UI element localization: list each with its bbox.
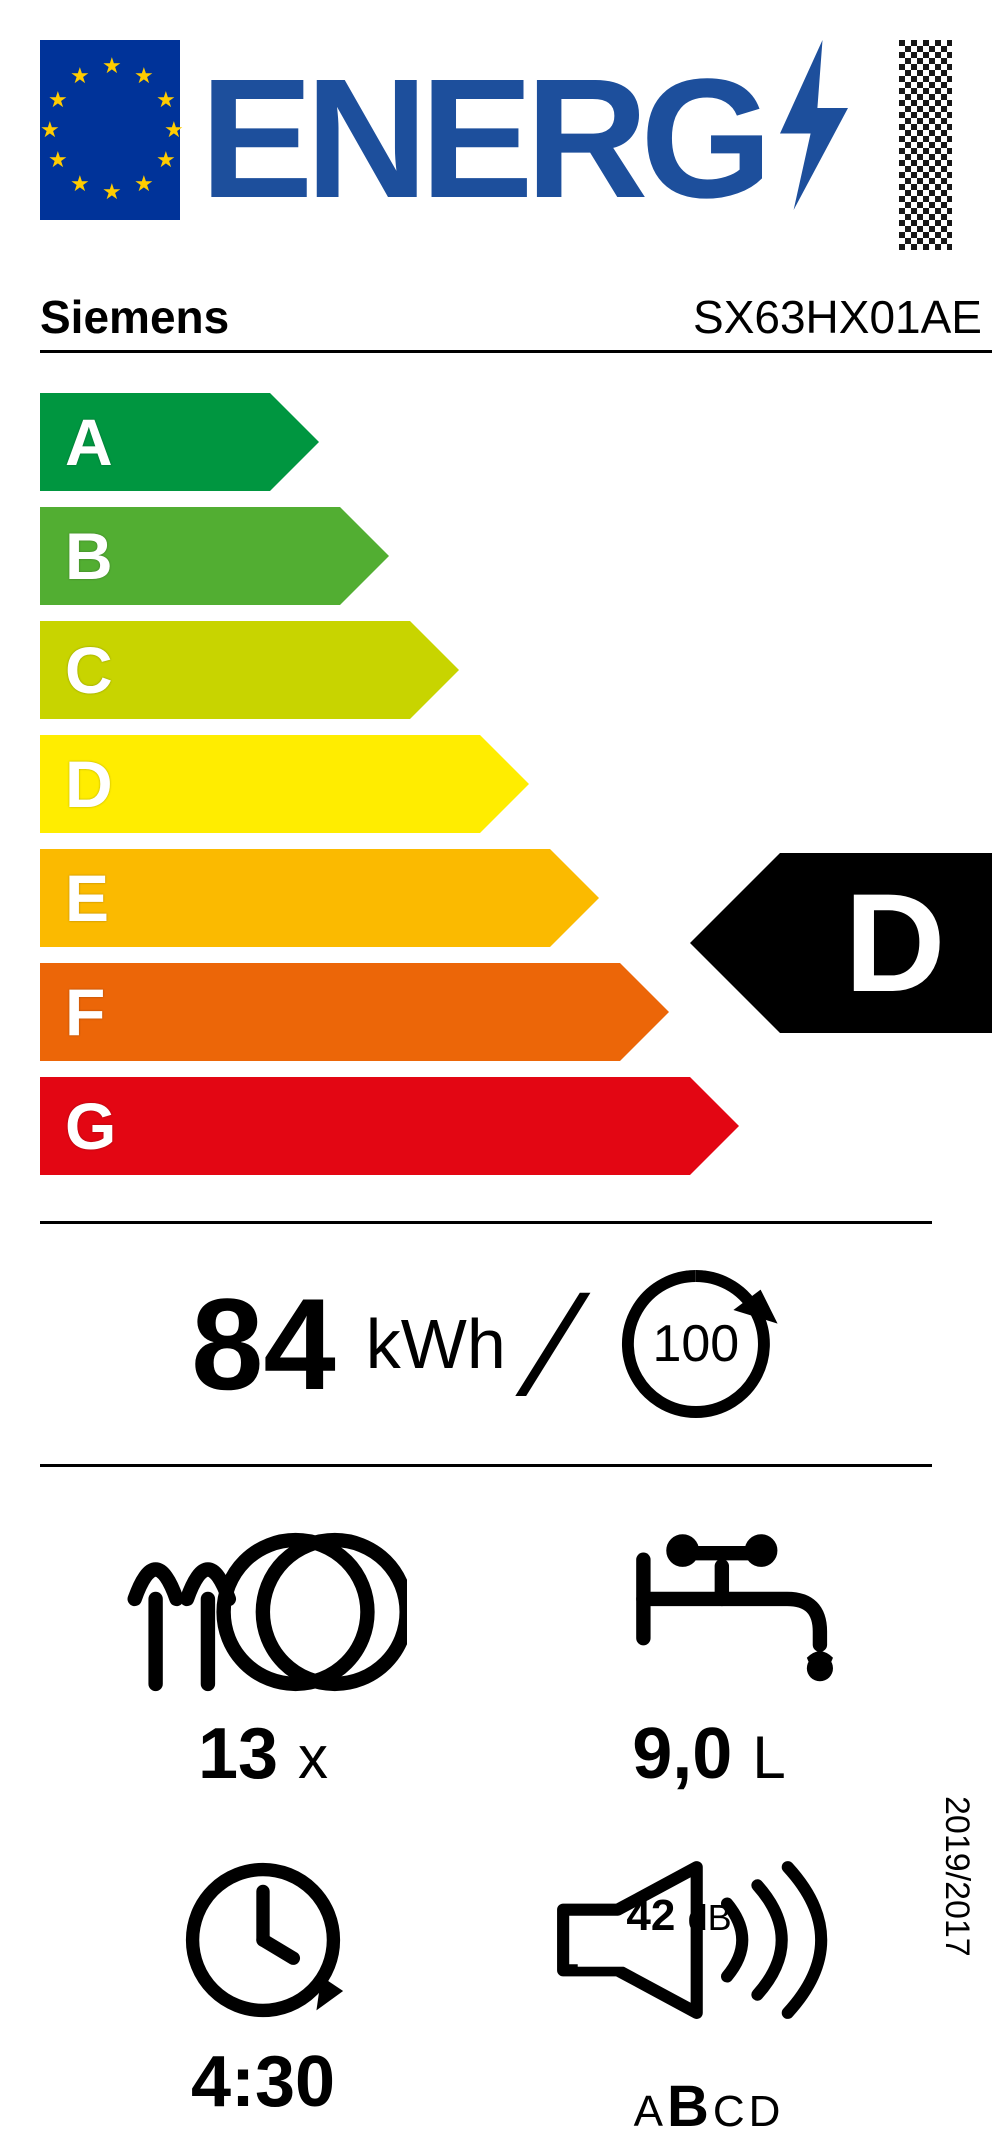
scale-bar-d: D bbox=[40, 735, 690, 833]
eu-stars: ★ ★ ★ ★ ★ ★ ★ ★ ★ ★ ★ ★ bbox=[40, 60, 180, 200]
rating-badge: D bbox=[690, 853, 992, 1033]
energy-title: ENERG bbox=[200, 40, 869, 237]
scale-letter: B bbox=[65, 518, 113, 594]
header: ★ ★ ★ ★ ★ ★ ★ ★ ★ ★ ★ ★ ENERG bbox=[40, 40, 992, 250]
rating-column: D bbox=[690, 393, 992, 1191]
scale-bar-e: E bbox=[40, 849, 690, 947]
clock-icon bbox=[178, 1855, 348, 2025]
noise-class-scale: ABCD bbox=[634, 2073, 785, 2140]
noise-db-overlay: 42 dB bbox=[626, 1891, 731, 1931]
lightning-icon bbox=[759, 40, 869, 237]
scale-bar-c: C bbox=[40, 621, 690, 719]
capacity-picto: 13 x bbox=[40, 1527, 486, 1795]
pictogram-grid: 13 x 9,0 L bbox=[40, 1527, 932, 2140]
rating-class: D bbox=[780, 853, 992, 1033]
supplier-row: Siemens SX63HX01AE bbox=[40, 290, 992, 353]
energy-title-text: ENERG bbox=[200, 54, 765, 224]
qr-code-icon bbox=[899, 40, 952, 250]
scale-letter: D bbox=[65, 746, 113, 822]
place-settings-icon bbox=[119, 1527, 407, 1697]
kwh-unit: kWh bbox=[366, 1304, 506, 1384]
cycles-icon: 100 bbox=[611, 1259, 781, 1429]
scale-bar-b: B bbox=[40, 507, 690, 605]
scale-letter: E bbox=[65, 860, 109, 936]
water-picto: 9,0 L bbox=[486, 1527, 932, 1795]
model-number: SX63HX01AE bbox=[693, 290, 982, 344]
capacity-value: 13 x bbox=[198, 1713, 328, 1795]
kwh-value: 84 bbox=[191, 1269, 336, 1419]
scale-bars: ABCDEFG bbox=[40, 393, 690, 1191]
scale-letter: F bbox=[65, 974, 105, 1050]
scale-letter: G bbox=[65, 1088, 116, 1164]
cycles-value: 100 bbox=[611, 1259, 781, 1429]
duration-picto: 4:30 bbox=[40, 1855, 486, 2140]
scale-bar-g: G bbox=[40, 1077, 690, 1175]
speaker-icon bbox=[551, 1855, 867, 2025]
noise-picto: 42 dB ABCD bbox=[486, 1855, 932, 2140]
rating-arrow-icon bbox=[690, 853, 780, 1033]
tap-icon bbox=[578, 1527, 840, 1697]
energy-label: ★ ★ ★ ★ ★ ★ ★ ★ ★ ★ ★ ★ ENERG bbox=[0, 0, 992, 2017]
duration-value: 4:30 bbox=[191, 2041, 335, 2123]
regulation-number: 2019/2017 bbox=[937, 1796, 976, 1957]
consumption-row: 84 kWh ∕ 100 bbox=[40, 1221, 932, 1467]
slash: ∕ bbox=[546, 1258, 571, 1431]
scale-bar-a: A bbox=[40, 393, 690, 491]
supplier-name: Siemens bbox=[40, 290, 229, 344]
water-value: 9,0 L bbox=[632, 1713, 785, 1795]
eu-flag-icon: ★ ★ ★ ★ ★ ★ ★ ★ ★ ★ ★ ★ bbox=[40, 40, 180, 220]
scale-bar-f: F bbox=[40, 963, 690, 1061]
efficiency-scale: ABCDEFG D bbox=[40, 393, 992, 1191]
scale-letter: C bbox=[65, 632, 113, 708]
scale-letter: A bbox=[65, 404, 113, 480]
